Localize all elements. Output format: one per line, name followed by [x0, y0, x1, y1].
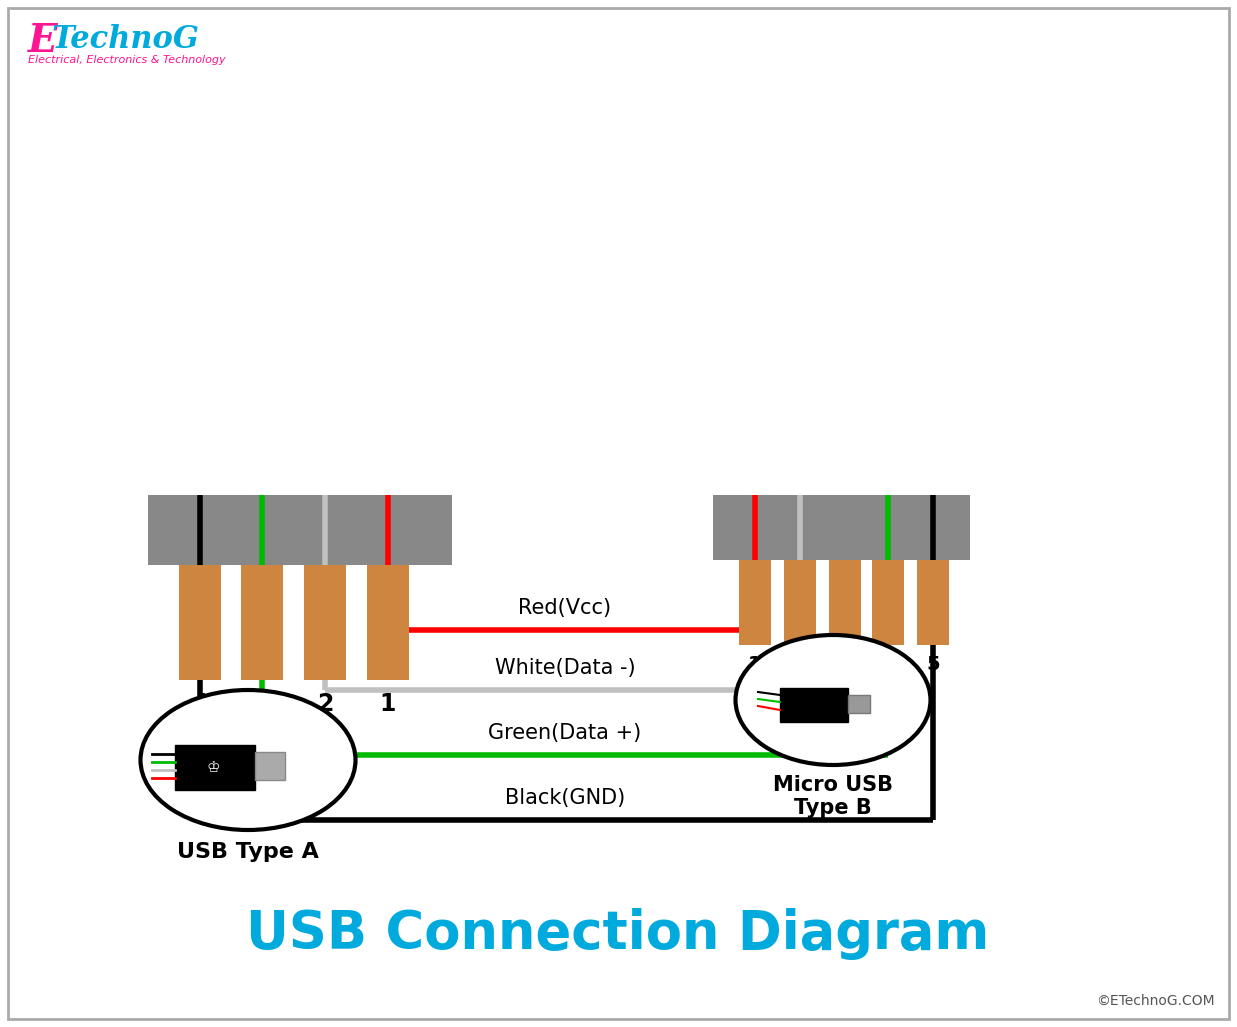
Text: 4: 4: [192, 692, 208, 716]
Text: 2: 2: [317, 692, 333, 716]
Text: Electrical, Electronics & Technology: Electrical, Electronics & Technology: [28, 55, 225, 65]
Bar: [713, 495, 970, 560]
Text: Black(GND): Black(GND): [505, 788, 625, 808]
Text: 4: 4: [881, 655, 894, 674]
Bar: [917, 560, 949, 645]
Text: Micro USB
Type B: Micro USB Type B: [773, 775, 893, 819]
Text: 1: 1: [748, 655, 762, 674]
Text: 3: 3: [839, 655, 852, 674]
Text: ♔: ♔: [207, 761, 220, 775]
Text: 1: 1: [380, 692, 396, 716]
Ellipse shape: [736, 635, 930, 765]
Text: 5: 5: [927, 655, 940, 674]
Text: 3: 3: [254, 692, 270, 716]
Bar: [367, 565, 409, 680]
Polygon shape: [174, 745, 255, 790]
Text: ©ETechnoG.COM: ©ETechnoG.COM: [1096, 994, 1215, 1007]
FancyBboxPatch shape: [255, 752, 285, 779]
Text: 2: 2: [793, 655, 807, 674]
Polygon shape: [781, 688, 849, 722]
Bar: [829, 560, 861, 645]
Text: Red(Vcc): Red(Vcc): [518, 598, 611, 618]
Bar: [738, 560, 771, 645]
Text: White(Data -): White(Data -): [495, 658, 636, 678]
Ellipse shape: [141, 690, 355, 830]
Bar: [784, 560, 816, 645]
Text: USB Connection Diagram: USB Connection Diagram: [246, 908, 990, 960]
Text: E: E: [28, 22, 58, 60]
Bar: [241, 565, 283, 680]
Bar: [304, 565, 346, 680]
FancyBboxPatch shape: [849, 695, 870, 713]
Bar: [148, 495, 452, 565]
Text: USB Type A: USB Type A: [177, 842, 319, 862]
FancyBboxPatch shape: [7, 8, 1230, 1019]
Bar: [179, 565, 221, 680]
Text: TechnoG: TechnoG: [52, 24, 200, 55]
Bar: [872, 560, 904, 645]
Text: Green(Data +): Green(Data +): [489, 723, 642, 743]
